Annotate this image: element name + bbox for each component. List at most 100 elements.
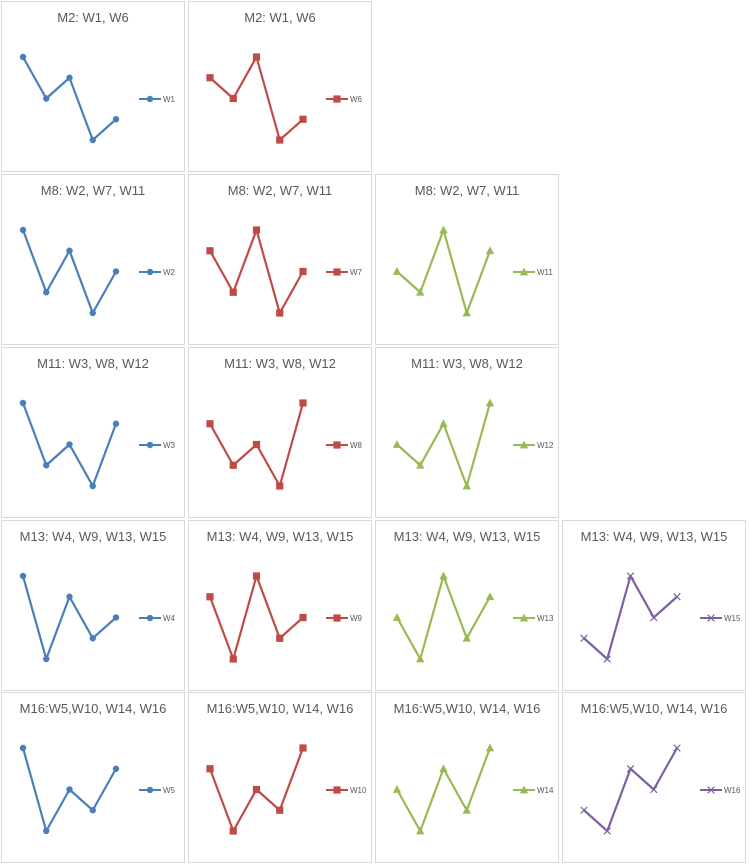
chart-title: M11: W3, W8, W12: [411, 356, 523, 371]
data-point: [252, 572, 261, 580]
data-point: [89, 807, 96, 814]
legend-marker: [146, 441, 154, 449]
data-point: [229, 827, 237, 835]
chart-title: M8: W2, W7, W11: [228, 183, 333, 198]
data-point: [229, 288, 237, 296]
data-point: [485, 398, 495, 407]
data-point: [19, 399, 27, 407]
data-point: [462, 481, 471, 490]
data-point: [650, 613, 658, 622]
legend-label: W6: [350, 95, 363, 104]
legend-label: W13: [537, 614, 554, 623]
data-point: [673, 744, 681, 752]
data-point: [462, 308, 471, 317]
data-point: [603, 655, 611, 663]
data-point: [603, 827, 611, 835]
data-point: [485, 246, 495, 255]
panel-border: [1, 174, 185, 345]
data-point: [439, 225, 448, 234]
data-point: [416, 826, 425, 835]
legend-marker: [707, 614, 715, 622]
data-point: [299, 613, 307, 622]
panel-border: [188, 520, 372, 691]
data-point: [650, 785, 658, 794]
chart-title: M16:W5,W10, W14, W16: [207, 701, 354, 716]
chart-panel: M16:W5,W10, W14, W16 W16: [562, 692, 746, 863]
panel-border: [188, 1, 372, 172]
panel-border: [375, 692, 559, 863]
data-point: [276, 309, 284, 317]
panel-border: [375, 520, 559, 691]
panel-border: [375, 347, 559, 518]
data-point: [392, 785, 402, 793]
data-point: [299, 115, 307, 123]
chart-title: M16:W5,W10, W14, W16: [20, 701, 167, 716]
data-point: [580, 634, 588, 642]
chart-title: M16:W5,W10, W14, W16: [394, 701, 541, 716]
chart-panel: M13: W4, W9, W13, W15 W4: [1, 520, 185, 691]
chart-title: M2: W1, W6: [244, 10, 316, 25]
chart-title: M8: W2, W7, W11: [41, 183, 146, 198]
data-point: [206, 420, 214, 428]
data-point: [229, 655, 237, 663]
data-point: [252, 226, 261, 234]
legend-marker: [519, 613, 529, 622]
data-point: [112, 116, 120, 123]
legend-label: W15: [724, 614, 741, 623]
legend-label: W1: [163, 95, 176, 104]
legend-marker: [519, 785, 529, 794]
data-point: [206, 74, 214, 82]
data-point: [462, 633, 471, 642]
panel-border: [562, 692, 746, 863]
chart-panel: M2: W1, W6 W1: [1, 1, 185, 172]
legend-marker: [333, 786, 341, 794]
panel-border: [375, 174, 559, 345]
data-point: [392, 267, 402, 275]
legend-label: W16: [724, 786, 741, 795]
data-point: [43, 289, 50, 296]
data-point: [252, 53, 261, 61]
data-point: [416, 654, 425, 663]
data-point: [276, 482, 284, 490]
legend-label: W12: [537, 441, 554, 450]
data-point: [229, 461, 237, 469]
legend-marker: [146, 786, 154, 794]
data-point: [276, 634, 284, 642]
data-point: [439, 764, 448, 773]
chart-panel: M16:W5,W10, W14, W16 W5: [1, 692, 185, 863]
data-point: [252, 785, 261, 794]
legend-label: W4: [163, 614, 176, 623]
data-point: [439, 419, 448, 428]
panel-border: [1, 347, 185, 518]
legend-label: W9: [350, 614, 363, 623]
chart-panel: M8: W2, W7, W11 W7: [188, 174, 372, 345]
chart-title: M13: W4, W9, W13, W15: [20, 529, 167, 544]
data-point: [43, 827, 50, 835]
data-point: [89, 635, 96, 642]
legend-label: W3: [163, 441, 176, 450]
panel-border: [188, 692, 372, 863]
chart-panel: M11: W3, W8, W12 W3: [1, 347, 185, 518]
data-point: [580, 806, 588, 814]
data-point: [66, 786, 73, 793]
data-point: [276, 806, 284, 814]
chart-panel: M13: W4, W9, W13, W15 W9: [188, 520, 372, 691]
chart-panel: M16:W5,W10, W14, W16 W10: [188, 692, 372, 863]
legend-marker: [146, 95, 154, 103]
data-point: [229, 94, 237, 103]
data-point: [112, 765, 120, 772]
data-point: [299, 267, 307, 276]
data-point: [19, 572, 27, 580]
chart-panel: M13: W4, W9, W13, W15 W15: [562, 520, 746, 691]
chart-title: M13: W4, W9, W13, W15: [581, 529, 728, 544]
data-point: [416, 287, 425, 296]
legend-marker: [333, 268, 341, 276]
legend-label: W8: [350, 441, 363, 450]
data-point: [66, 593, 73, 600]
data-point: [112, 614, 120, 621]
panel-border: [1, 1, 185, 172]
chart-title: M11: W3, W8, W12: [224, 356, 336, 371]
chart-panel: M11: W3, W8, W12 W12: [375, 347, 559, 518]
legend-marker: [519, 267, 529, 276]
